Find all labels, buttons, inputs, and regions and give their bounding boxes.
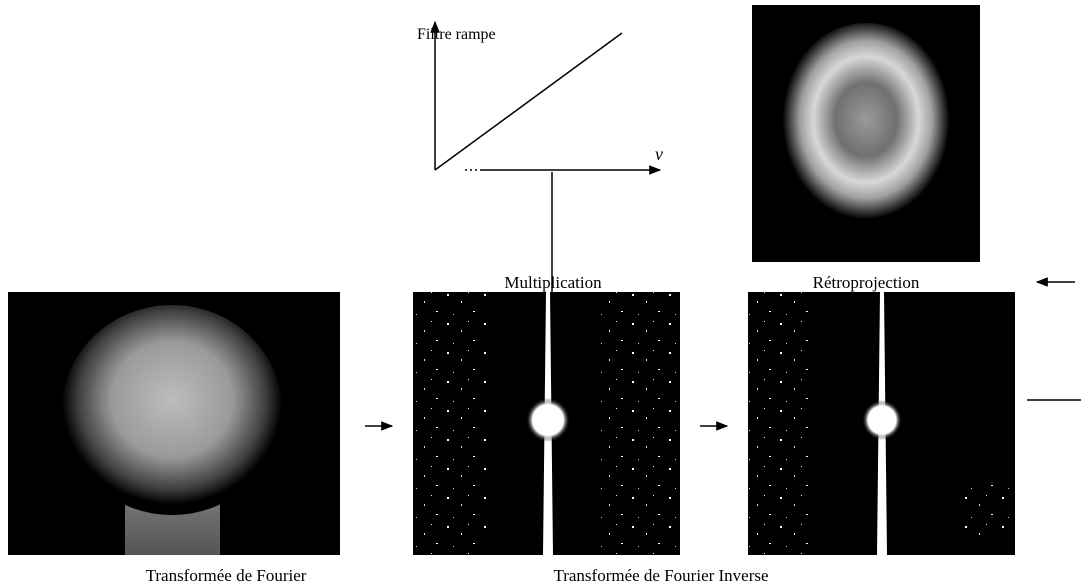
label: Transformée de Fourier [146, 566, 307, 585]
ramp-line [434, 32, 623, 171]
ramp-filter: Filtre rampe v [417, 20, 663, 175]
label: Multiplication [504, 273, 602, 292]
spectrum-image [413, 292, 680, 555]
axis-label: v [655, 144, 663, 164]
filter-title: Filtre rampe [417, 26, 496, 43]
projection-image [8, 292, 340, 555]
label: Rétroprojection [813, 273, 920, 292]
filtered-spectrum-image [748, 292, 1015, 555]
label: Transformée de Fourier Inverse [553, 566, 768, 585]
backprojection-image [752, 5, 980, 262]
